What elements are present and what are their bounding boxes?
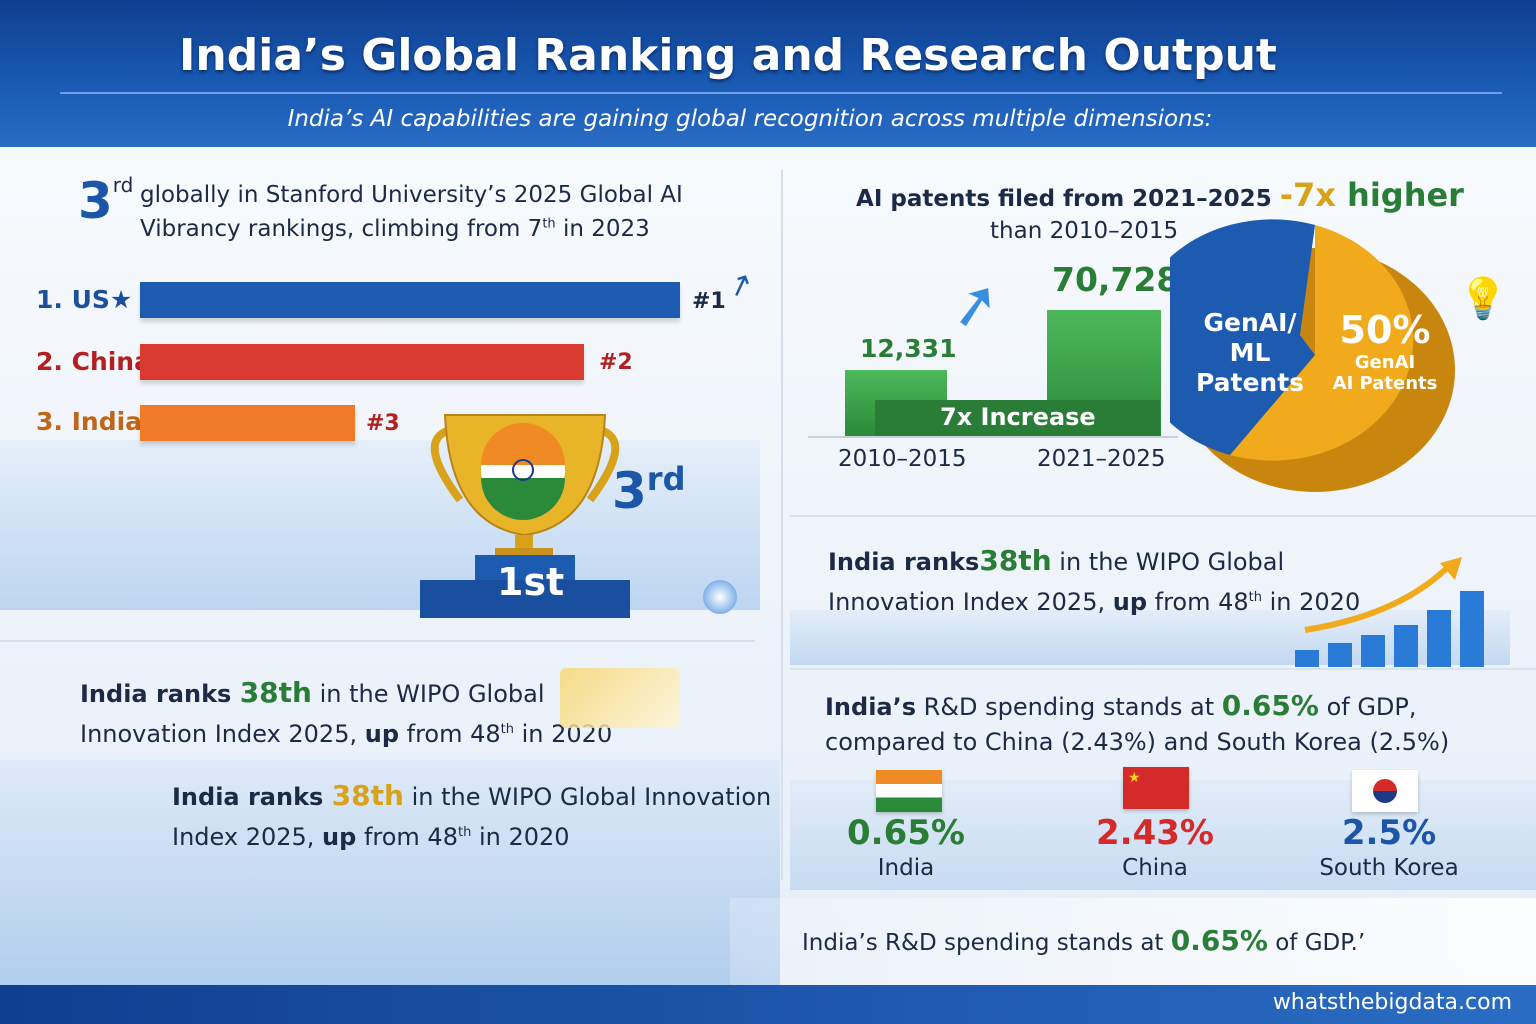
star-icon: ★ (109, 285, 133, 314)
genai-pie-chart (1170, 219, 1455, 492)
column-divider (781, 170, 783, 880)
rank-china: #2 (599, 350, 633, 375)
india-label: India (877, 855, 935, 881)
pie-left-label: GenAI/ML Patents (1195, 308, 1305, 397)
pie-slice-genai-ai (1230, 225, 1414, 461)
stanford-rank: 3rd (78, 172, 134, 230)
patents-subtitle: than 2010–2015 (990, 218, 1179, 244)
pie-slice-genai-ml (1170, 219, 1315, 455)
rank-india: #3 (366, 411, 400, 436)
wipo-left-block-1: India ranks 38th in the WIPO Global Inno… (80, 676, 613, 748)
increase-label: 7x Increase (940, 403, 1096, 431)
wipo-left-block-2: India ranks 38th in the WIPO Global Inno… (172, 779, 772, 851)
bar-label-us: 1. US★ (36, 285, 133, 314)
china-label: China (1122, 855, 1188, 881)
source-site-link[interactable]: whatsthebigdata.com (1272, 990, 1512, 1015)
bar-label-china: 2. China (36, 347, 151, 376)
footer-bar (0, 985, 1536, 1024)
page-subtitle: India’s AI capabilities are gaining glob… (287, 106, 1213, 132)
section-divider (0, 640, 755, 642)
podium-label: 1st (497, 560, 565, 604)
increase-band (875, 400, 1160, 436)
lightbulb-icon: 💡 (1458, 276, 1508, 322)
bottom-rnd-statement: India’s R&D spending stands at 0.65% of … (802, 924, 1366, 957)
rising-chart-icon (560, 668, 680, 728)
globe-icon (703, 580, 737, 614)
stanford-line-2: Vibrancy rankings, climbing from 7th in … (140, 216, 650, 242)
rnd-block: India’s R&D spending stands at 0.65% of … (825, 689, 1450, 756)
rank-us: #1 (692, 289, 726, 314)
skyline-decoration (790, 610, 1510, 665)
south-korea-label: South Korea (1319, 855, 1459, 881)
india-flag-icon (876, 770, 942, 812)
section-divider (790, 515, 1536, 517)
wipo-right-block: India ranks38th in the WIPO Global Innov… (828, 544, 1361, 616)
china-flag-icon: ★ (1123, 767, 1189, 809)
period-2021-2025: 2021–2025 (1037, 446, 1166, 472)
value-2010-2015: 12,331 (860, 334, 957, 363)
third-badge: 3rd (612, 460, 686, 520)
period-2010-2015: 2010–2015 (838, 446, 967, 472)
city-skyline-decoration (0, 440, 760, 610)
south-korea-flag-icon (1352, 770, 1418, 812)
title-divider (60, 92, 1502, 94)
pie-right-label: 50% GenAI AI Patents (1332, 308, 1438, 394)
section-divider (790, 668, 1536, 670)
growth-bars-icon (1295, 557, 1484, 667)
bar-china (140, 344, 584, 380)
bar-baseline (808, 436, 1178, 438)
bar-india (140, 405, 355, 441)
header-banner (0, 0, 1536, 147)
bar-us (140, 282, 680, 318)
patents-title: AI patents filed from 2021–2025 -7x high… (856, 176, 1464, 214)
bar-label-india: 3. India (36, 407, 143, 436)
trophy-icon (420, 414, 630, 618)
china-rnd-value: 2.43% (1096, 813, 1214, 853)
bottom-banner (730, 898, 1536, 985)
south-korea-rnd-value: 2.5% (1341, 813, 1437, 853)
stanford-line-1: globally in Stanford University’s 2025 G… (140, 182, 683, 208)
world-map-skyline-decoration (0, 760, 780, 985)
india-rnd-value: 0.65% (847, 813, 965, 853)
value-2021-2025: 70,728 (1052, 260, 1180, 299)
page-title: India’s Global Ranking and Research Outp… (179, 30, 1277, 81)
